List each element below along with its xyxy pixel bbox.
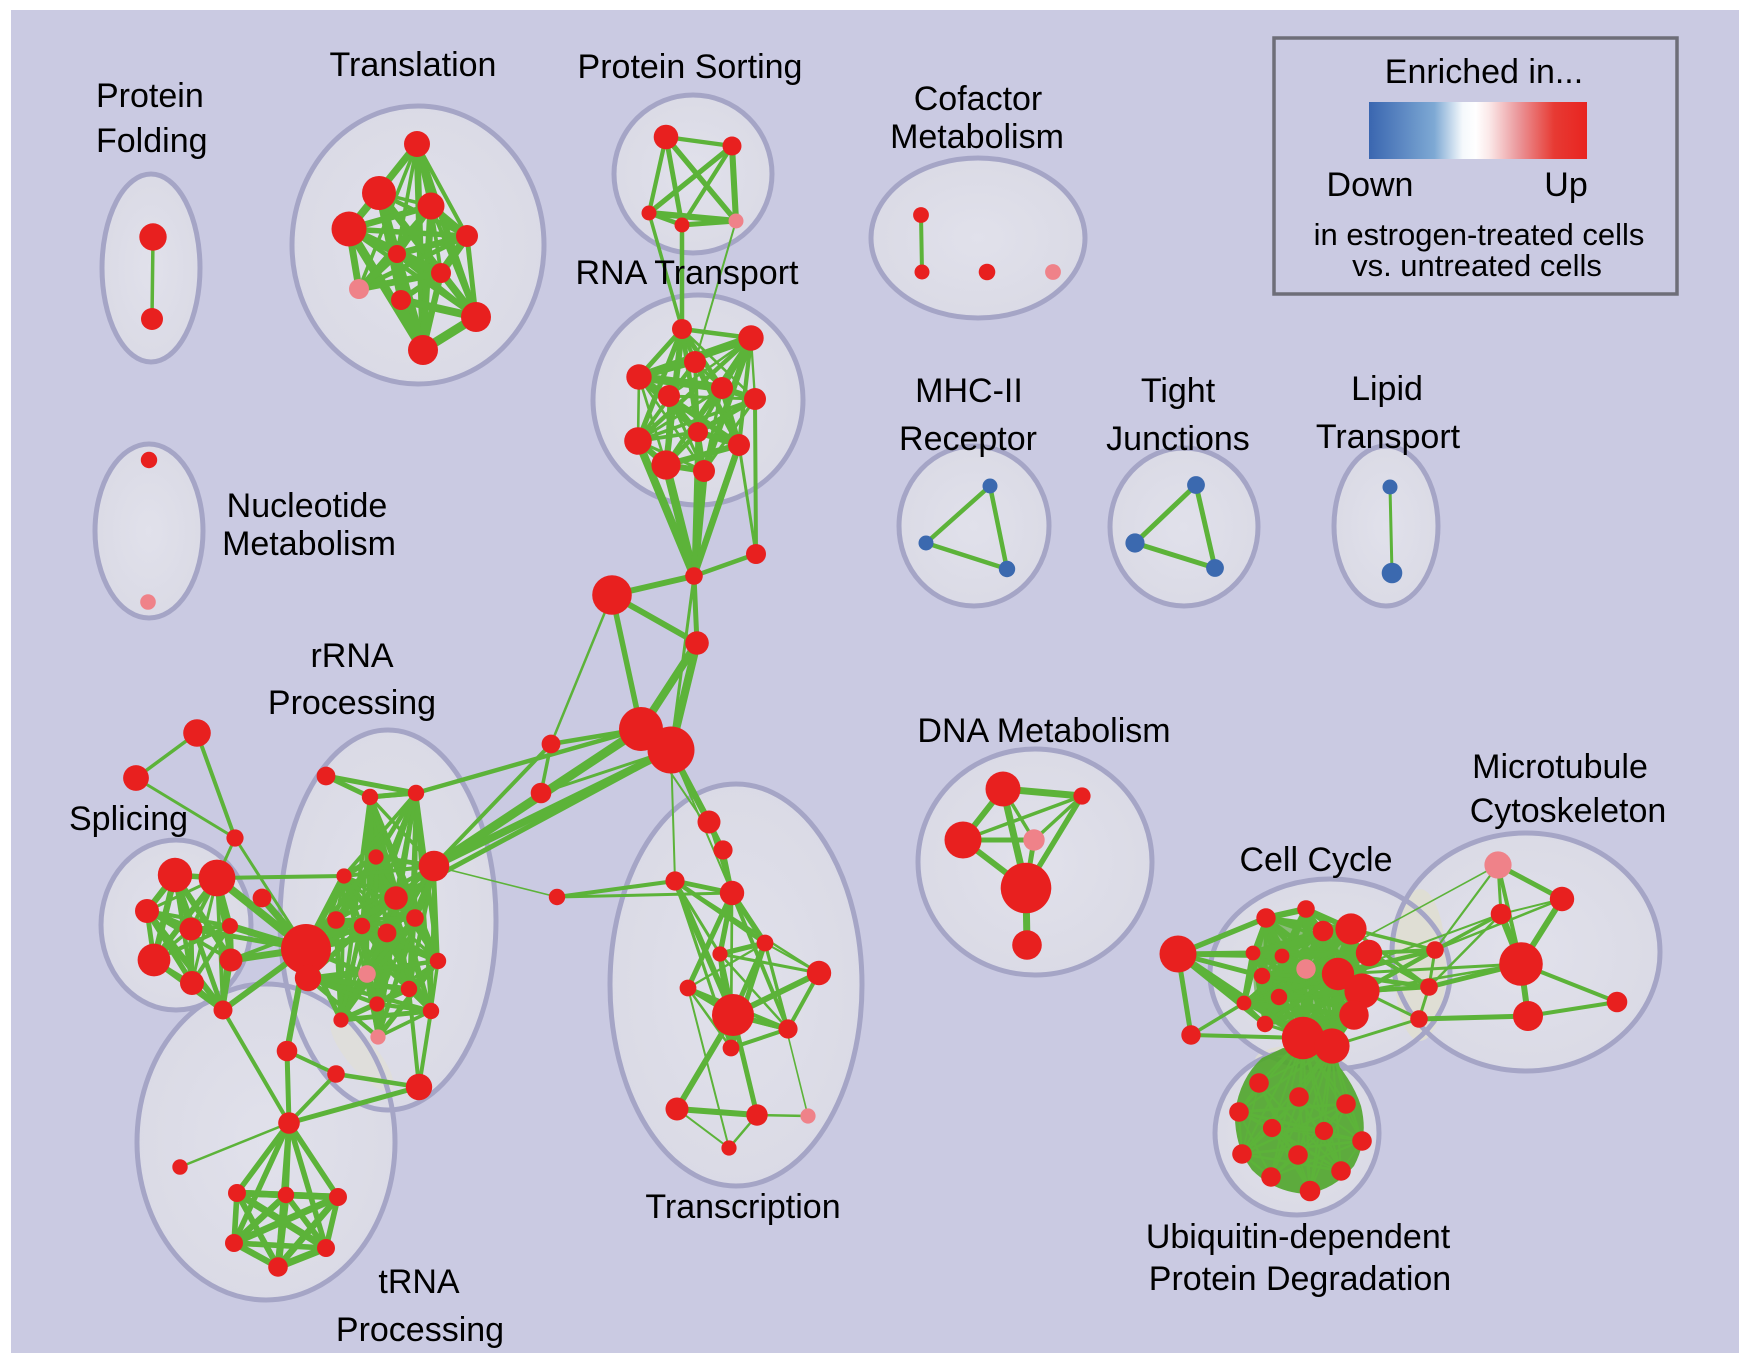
svg-text:DNA Metabolism: DNA Metabolism <box>917 712 1170 750</box>
svg-text:MHC-II: MHC-II <box>915 372 1023 410</box>
svg-text:Ubiquitin-dependent: Ubiquitin-dependent <box>1146 1218 1451 1256</box>
svg-text:Cytoskeleton: Cytoskeleton <box>1470 792 1667 830</box>
svg-text:Processing: Processing <box>268 684 436 722</box>
svg-text:Enriched in...: Enriched in... <box>1385 53 1583 91</box>
svg-text:Folding: Folding <box>96 122 208 160</box>
svg-text:Transport: Transport <box>1316 418 1461 456</box>
svg-text:vs. untreated cells: vs. untreated cells <box>1352 248 1602 283</box>
svg-text:Tight: Tight <box>1141 372 1216 410</box>
svg-text:Protein Sorting: Protein Sorting <box>578 48 803 86</box>
svg-text:Processing: Processing <box>336 1311 504 1349</box>
svg-text:Translation: Translation <box>330 46 497 84</box>
svg-text:Transcription: Transcription <box>645 1188 840 1226</box>
svg-text:Splicing: Splicing <box>69 800 188 838</box>
svg-text:Microtubule: Microtubule <box>1472 748 1648 786</box>
svg-text:tRNA: tRNA <box>378 1263 460 1301</box>
svg-text:Metabolism: Metabolism <box>222 525 396 563</box>
svg-text:Cofactor: Cofactor <box>914 80 1043 118</box>
svg-text:Protein Degradation: Protein Degradation <box>1149 1260 1451 1298</box>
svg-text:Metabolism: Metabolism <box>890 118 1064 156</box>
svg-text:Junctions: Junctions <box>1106 420 1250 458</box>
svg-text:Protein: Protein <box>96 77 204 115</box>
svg-text:RNA Transport: RNA Transport <box>576 254 800 292</box>
svg-text:Lipid: Lipid <box>1351 370 1423 408</box>
svg-text:Up: Up <box>1544 166 1587 204</box>
svg-text:rRNA: rRNA <box>310 637 393 675</box>
svg-text:in estrogen-treated cells: in estrogen-treated cells <box>1314 217 1645 252</box>
svg-text:Down: Down <box>1327 166 1414 204</box>
svg-text:Nucleotide: Nucleotide <box>227 487 388 525</box>
svg-text:Cell Cycle: Cell Cycle <box>1239 841 1392 879</box>
svg-text:Receptor: Receptor <box>899 420 1037 458</box>
